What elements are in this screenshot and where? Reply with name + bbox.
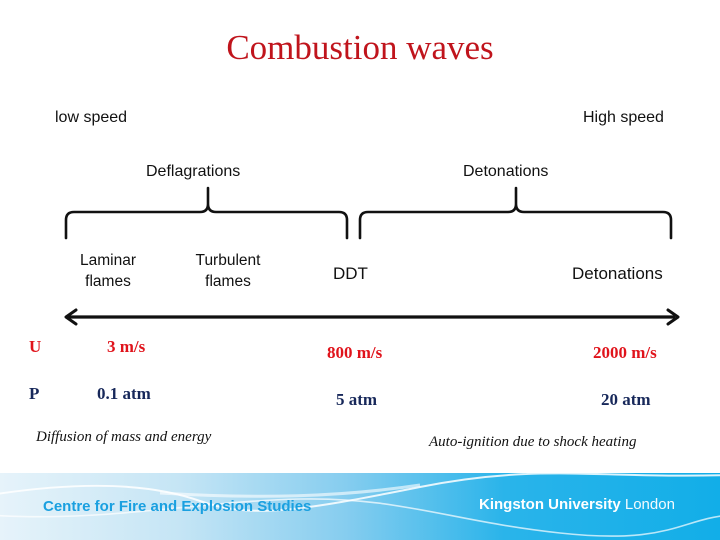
footer-swoosh-decoration	[0, 473, 720, 537]
regime-turbulent-line2: flames	[205, 273, 251, 290]
regime-turbulent-line1: Turbulent	[195, 252, 261, 269]
deflagrations-group-label: Deflagrations	[146, 163, 241, 180]
speed-axis-arrow	[64, 308, 680, 326]
velocity-symbol: U	[29, 337, 42, 356]
mechanism-deflagration: Diffusion of mass and energy	[36, 429, 212, 445]
velocity-laminar: 3 m/s	[107, 337, 146, 356]
slide-title: Combustion waves	[226, 28, 494, 67]
university-logo: Kingston University London	[479, 496, 675, 513]
velocity-ddt: 800 m/s	[327, 343, 383, 362]
footer-banner: Centre for Fire and Explosion Studies Ki…	[0, 473, 720, 540]
university-city: London	[624, 496, 675, 513]
centre-name: Centre for Fire and Explosion Studies	[43, 498, 312, 515]
pressure-detonation: 20 atm	[601, 390, 651, 409]
regime-ddt: DDT	[333, 264, 368, 283]
regime-laminar-flames: Laminar flames	[68, 250, 148, 292]
detonations-group-label: Detonations	[463, 163, 549, 180]
regime-detonations: Detonations	[572, 264, 663, 283]
pressure-symbol: P	[29, 384, 40, 403]
pressure-laminar: 0.1 atm	[97, 384, 151, 403]
velocity-detonation: 2000 m/s	[593, 343, 657, 362]
regime-laminar-line1: Laminar	[80, 252, 136, 269]
regime-laminar-line2: flames	[85, 273, 131, 290]
high-speed-label: High speed	[583, 109, 664, 126]
university-name: Kingston University	[479, 496, 621, 513]
low-speed-label: low speed	[55, 109, 128, 126]
mechanism-detonation: Auto-ignition due to shock heating	[429, 434, 637, 450]
pressure-ddt: 5 atm	[336, 390, 378, 409]
deflagrations-brace	[64, 186, 349, 240]
regime-turbulent-flames: Turbulent flames	[183, 250, 273, 292]
detonations-brace	[358, 186, 673, 240]
